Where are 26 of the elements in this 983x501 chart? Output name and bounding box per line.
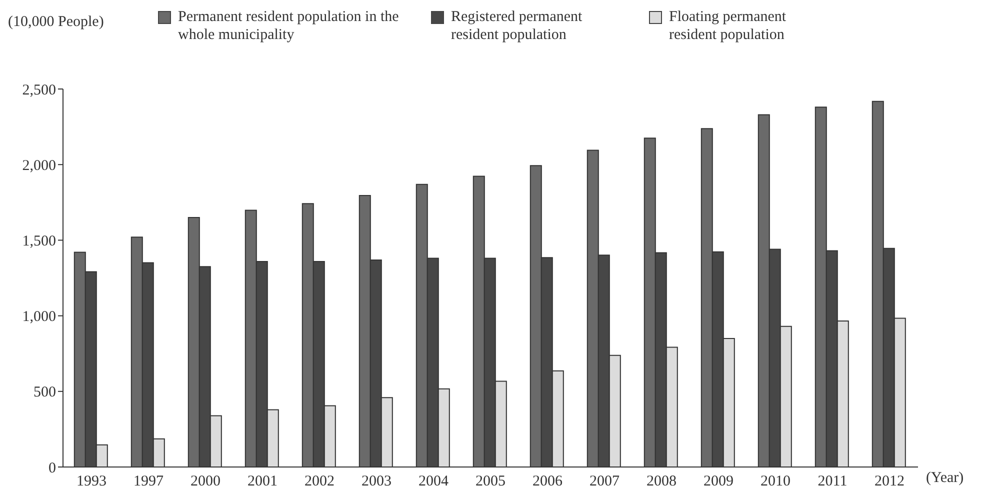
x-tick-label: 2007 <box>590 474 620 490</box>
x-tick-label: 2002 <box>304 474 334 490</box>
x-tick-label: 2008 <box>646 474 676 490</box>
y-tick-label: 1,000 <box>22 309 56 326</box>
x-tick-label: 2011 <box>818 474 848 490</box>
x-tick-label: 2003 <box>362 474 392 490</box>
x-axis-title: (Year) <box>926 470 964 487</box>
y-tick-label: 500 <box>34 384 56 401</box>
x-tick-label: 2010 <box>760 474 790 490</box>
y-tick-label: 1,500 <box>22 234 56 250</box>
x-tick-label: 2004 <box>418 474 449 490</box>
legend-label: Permanent resident population in the whole municipality <box>178 8 400 44</box>
x-tick-label: 2005 <box>476 474 506 490</box>
x-tick-label: 1997 <box>134 474 164 490</box>
y-tick-label: 0 <box>48 460 56 476</box>
x-tick-label: 2001 <box>248 474 278 490</box>
x-tick-label: 2009 <box>704 474 734 490</box>
y-axis-title: (10,000 People) <box>8 14 104 31</box>
legend-label: Floating permanent resident population <box>669 8 788 44</box>
y-tick-label: 2,000 <box>22 158 56 174</box>
x-tick-label: 2000 <box>190 474 220 490</box>
legend-label: Registered permanent resident population <box>451 8 584 44</box>
y-tick-label: 2,500 <box>22 82 56 98</box>
x-tick-label: 1993 <box>76 474 106 490</box>
x-tick-label: 2012 <box>874 474 904 490</box>
x-tick-label: 2006 <box>532 474 563 490</box>
